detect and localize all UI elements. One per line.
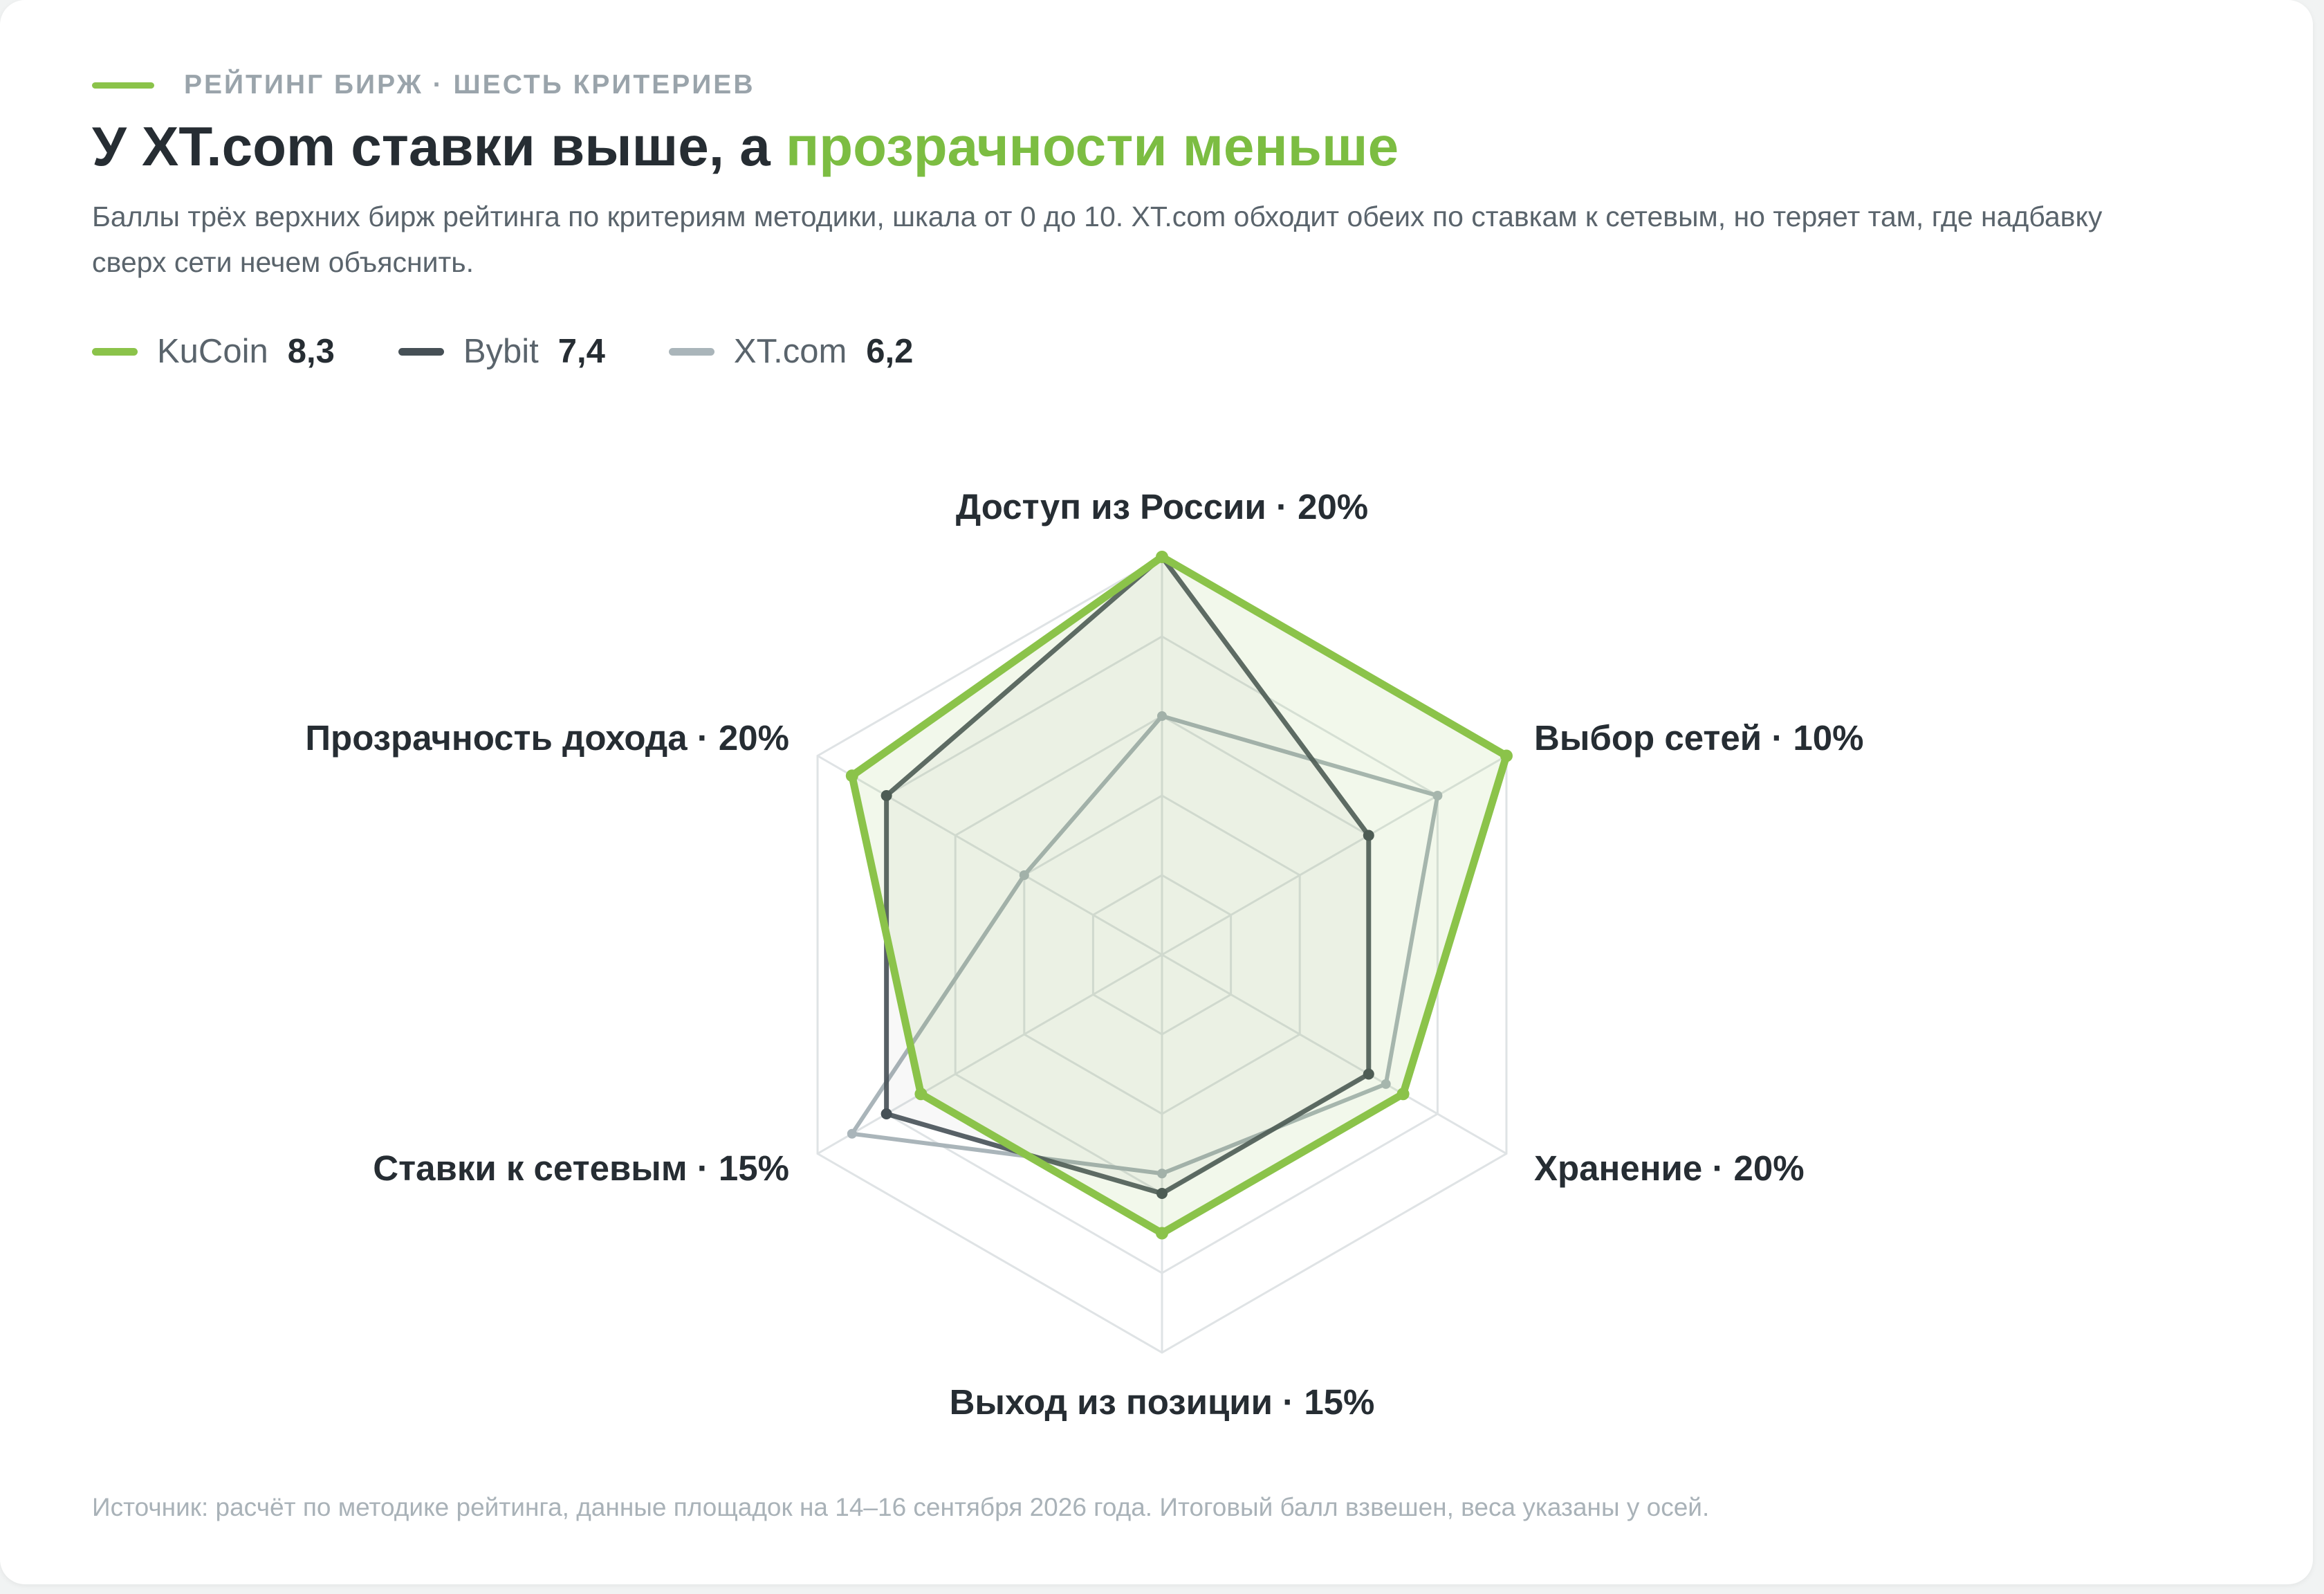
series-point-kucoin-2 [1500,749,1513,762]
series-point-kucoin-4 [1156,1227,1168,1240]
axis-label-storage: Хранение · 20% [1534,1148,1805,1188]
axis-label-access: Доступ из России · 20% [956,487,1368,526]
series-point-bybit-6 [880,790,892,801]
legend-swatch-xtcom [668,347,714,356]
legend-name-bybit: Bybit [463,333,539,370]
series-point-kucoin-6 [845,769,858,782]
series-point-xtcom-1 [1157,711,1167,721]
series-point-xtcom-4 [1157,1169,1167,1179]
legend: KuCoin 8,3 Bybit 7,4 XT.com 6,2 [92,332,977,371]
legend-name-xtcom: XT.com [733,333,847,370]
source-note: Источник: расчёт по методике рейтинга, д… [92,1493,1710,1521]
legend-score-xtcom: 6,2 [866,333,914,370]
series-point-xtcom-6 [1019,870,1029,880]
series-point-bybit-2 [1363,830,1374,841]
legend-name-kucoin: KuCoin [157,333,268,370]
title-main: У XT.com ставки выше, а [92,116,786,177]
series-point-xtcom-2 [1432,791,1443,800]
legend-item-bybit: Bybit 7,4 [398,332,605,371]
grid-spoke-5 [817,953,1163,1155]
axis-label-networks: Выбор сетей · 10% [1534,718,1864,758]
kicker-text: РЕЙТИНГ БИРЖ · ШЕСТЬ КРИТЕРИЕВ [184,70,755,100]
grid-spoke-3 [1161,953,1507,1155]
series-point-bybit-4 [1156,1188,1168,1199]
axis-label-rates: Ставки к сетевым · 15% [373,1148,789,1188]
radar-series [845,551,1513,1240]
kicker: РЕЙТИНГ БИРЖ · ШЕСТЬ КРИТЕРИЕВ [92,70,755,100]
chart-subtitle: Баллы трёх верхних бирж рейтинга по крит… [92,201,2103,278]
series-point-xtcom-3 [1381,1079,1391,1089]
legend-item-kucoin: KuCoin 8,3 [92,332,335,371]
series-point-bybit-3 [1363,1068,1374,1080]
grid-spoke-2 [1161,755,1507,956]
series-point-kucoin-5 [914,1088,928,1101]
series-point-bybit-5 [880,1108,892,1119]
title-accent: прозрачности меньше [785,116,1399,177]
series-point-kucoin-1 [1156,551,1168,563]
axis-label-exit: Выход из позиции · 15% [950,1382,1375,1422]
legend-item-xtcom: XT.com 6,2 [668,332,914,371]
legend-swatch-bybit [398,347,444,356]
legend-score-kucoin: 8,3 [287,333,335,370]
axis-label-transparency: Прозрачность дохода · 20% [305,718,789,758]
chart-title: У XT.com ставки выше, а прозрачности мен… [92,115,1399,178]
legend-score-bybit: 7,4 [557,333,605,370]
grid-spoke-6 [817,755,1163,956]
series-point-kucoin-3 [1396,1088,1410,1101]
series-point-xtcom-5 [847,1128,857,1139]
legend-swatch-kucoin [92,347,138,356]
radar-axis-labels: Доступ из России · 20% Выбор сетей · 10%… [305,487,1863,1422]
kicker-accent-line [92,82,154,89]
